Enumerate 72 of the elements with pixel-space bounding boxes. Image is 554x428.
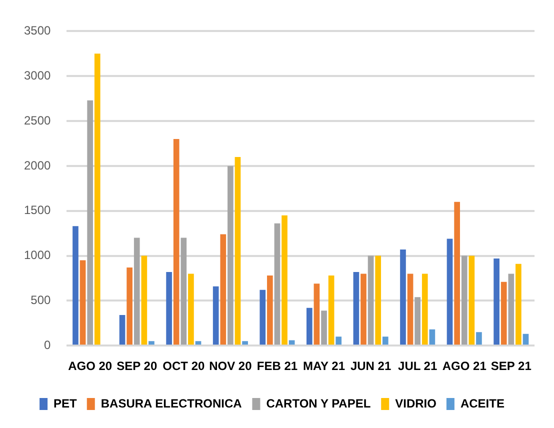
bar [500,282,507,345]
legend-label: VIDRIO [395,396,436,410]
bar [80,260,86,345]
bar [400,249,406,345]
bar [141,256,148,345]
bar [228,166,234,345]
bar [148,341,154,345]
bar [494,258,500,345]
bar [446,238,453,345]
bar [212,286,219,345]
legend-label: BASURA ELECTRONICA [100,396,242,410]
bar [220,234,226,345]
y-tick-label: 0 [44,338,52,352]
x-tick-label: SEP 21 [490,359,532,374]
bar [508,274,514,345]
bar [368,256,374,345]
y-tick-label: 1500 [24,203,52,218]
bar [188,274,194,345]
x-tick-label: AGO 21 [442,359,487,374]
bar [119,315,126,345]
bar [382,336,388,345]
bar [173,138,180,345]
bar [267,276,273,345]
bar [522,334,529,345]
x-tick-label: SEP 20 [116,359,158,374]
x-tick-label: JUN 21 [350,359,392,374]
y-tick-label: 3500 [24,24,52,38]
x-tick-label: JUL 21 [398,359,438,374]
bar [166,272,172,345]
bar [353,272,360,345]
bar [94,54,100,345]
x-tick-label: MAY 21 [302,359,346,374]
bar [516,264,522,345]
legend-label: CARTON Y PAPEL [266,396,371,410]
y-tick-label: 2500 [24,113,52,128]
bar [260,290,266,345]
bar [288,340,295,345]
bar [336,336,342,345]
bar [134,238,140,345]
bar [195,341,202,345]
legend-label: PET [54,396,78,410]
bar [72,226,78,345]
bar [414,297,421,345]
y-tick-label: 3000 [24,68,52,82]
bar [234,156,241,345]
bar [306,308,312,345]
bar [87,100,94,345]
x-tick-label: FEB 21 [256,359,298,374]
bar [429,329,436,345]
bar [282,215,288,345]
bar [274,223,280,345]
x-tick-label: OCT 20 [162,359,205,374]
y-tick-label: 500 [30,293,52,307]
bar [461,256,468,345]
bar [328,276,334,345]
y-tick-label: 1000 [24,248,52,262]
bar [422,274,428,345]
bar [314,284,320,345]
legend-label: ACEITE [460,396,504,410]
bar [454,202,460,345]
bar [360,274,366,345]
bar [242,341,248,345]
bar [375,256,382,345]
x-tick-label: AGO 20 [68,359,112,374]
bar [407,274,414,345]
y-tick-label: 2000 [24,158,52,172]
bar [321,310,327,345]
x-tick-label: NOV 20 [209,359,252,374]
bar [126,267,132,345]
bar [468,256,475,345]
bar [476,332,482,345]
bar [180,238,187,345]
